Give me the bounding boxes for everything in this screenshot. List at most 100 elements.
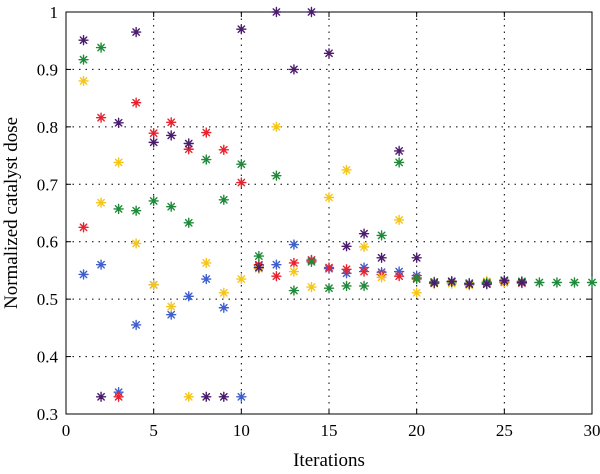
x-tick-label: 10	[233, 421, 250, 440]
data-point	[236, 24, 247, 35]
data-point	[323, 48, 335, 59]
data-point	[306, 6, 317, 18]
data-point	[376, 272, 387, 283]
data-point	[166, 130, 177, 141]
data-point	[376, 252, 387, 263]
data-point	[411, 287, 422, 299]
data-point	[183, 291, 194, 302]
y-tick-label: 0.5	[37, 290, 58, 309]
y-tick-label: 0.4	[37, 348, 59, 367]
data-point	[516, 277, 528, 288]
data-point	[236, 177, 247, 188]
data-point	[288, 285, 300, 296]
data-point	[236, 273, 247, 285]
data-point	[446, 276, 457, 287]
data-point	[393, 214, 405, 226]
data-point	[534, 277, 545, 288]
data-point	[130, 319, 142, 331]
series-5-points	[78, 6, 528, 402]
y-tick-label: 0.6	[37, 233, 58, 252]
data-point	[95, 42, 107, 53]
data-point	[358, 266, 370, 277]
x-tick-label: 0	[62, 421, 71, 440]
data-point	[166, 309, 177, 320]
data-point	[236, 158, 247, 170]
y-tick-label: 0.3	[37, 405, 58, 424]
data-point	[95, 197, 107, 208]
data-point	[95, 259, 107, 270]
data-point	[271, 170, 282, 181]
data-point	[201, 273, 212, 285]
data-point	[113, 203, 124, 215]
data-point	[78, 75, 89, 87]
x-tick-label: 30	[584, 421, 600, 440]
x-tick-label: 25	[496, 421, 513, 440]
data-point	[499, 275, 510, 286]
data-point	[481, 279, 492, 290]
data-point	[429, 277, 440, 289]
data-point	[201, 257, 212, 269]
data-point	[78, 269, 89, 280]
x-tick-label: 20	[408, 421, 425, 440]
data-point	[130, 238, 142, 249]
data-point	[148, 127, 159, 139]
data-point	[236, 391, 247, 402]
data-point	[183, 217, 194, 228]
data-point	[464, 279, 475, 290]
data-point	[393, 145, 405, 157]
data-point	[411, 252, 422, 263]
y-tick-label: 0.8	[37, 118, 58, 137]
plot-frame	[65, 11, 593, 415]
data-point	[113, 117, 124, 129]
data-point	[551, 277, 563, 288]
data-point	[113, 157, 124, 168]
data-point	[201, 154, 212, 165]
data-point	[323, 262, 335, 273]
data-point	[358, 241, 370, 253]
data-point	[148, 137, 159, 148]
data-point	[201, 127, 212, 138]
data-point	[288, 239, 300, 250]
data-point	[411, 273, 422, 285]
axis-ticks: 0 5 10 15 20 25 30 0.3 0.4 0.5 0.6 0.7 0.8 0.9 1	[37, 3, 600, 440]
data-point	[288, 257, 300, 269]
data-point	[148, 279, 159, 290]
data-point	[323, 283, 335, 294]
data-point	[288, 266, 300, 277]
data-point	[201, 391, 212, 402]
data-point	[148, 195, 159, 207]
y-axis-label: Normalized catalyst dose	[1, 117, 22, 309]
data-point	[306, 281, 317, 293]
data-point	[358, 228, 370, 239]
data-point	[95, 391, 107, 402]
y-tick-label: 0.9	[37, 60, 58, 79]
data-point	[271, 270, 282, 282]
data-point	[569, 277, 580, 288]
data-point	[218, 144, 229, 156]
data-point	[271, 6, 282, 18]
data-point	[78, 222, 89, 233]
data-point	[393, 157, 405, 168]
data-points	[78, 6, 598, 402]
data-point	[218, 302, 229, 313]
data-point	[166, 301, 177, 312]
data-point	[253, 250, 265, 262]
data-point	[323, 192, 335, 203]
series-2-points	[78, 97, 528, 402]
data-point	[166, 117, 177, 128]
data-point	[95, 112, 107, 123]
data-point	[341, 264, 352, 275]
x-tick-label: 5	[149, 421, 158, 440]
data-point	[376, 230, 387, 241]
data-point	[271, 259, 282, 270]
x-axis-label: Iterations	[293, 450, 365, 471]
data-point	[78, 54, 89, 65]
data-point	[253, 262, 265, 273]
data-point	[341, 164, 352, 176]
x-tick-label: 15	[321, 421, 338, 440]
data-point	[130, 205, 142, 216]
y-tick-label: 0.7	[37, 175, 59, 194]
data-point	[218, 194, 229, 205]
data-point	[130, 97, 142, 108]
data-point	[288, 64, 300, 75]
